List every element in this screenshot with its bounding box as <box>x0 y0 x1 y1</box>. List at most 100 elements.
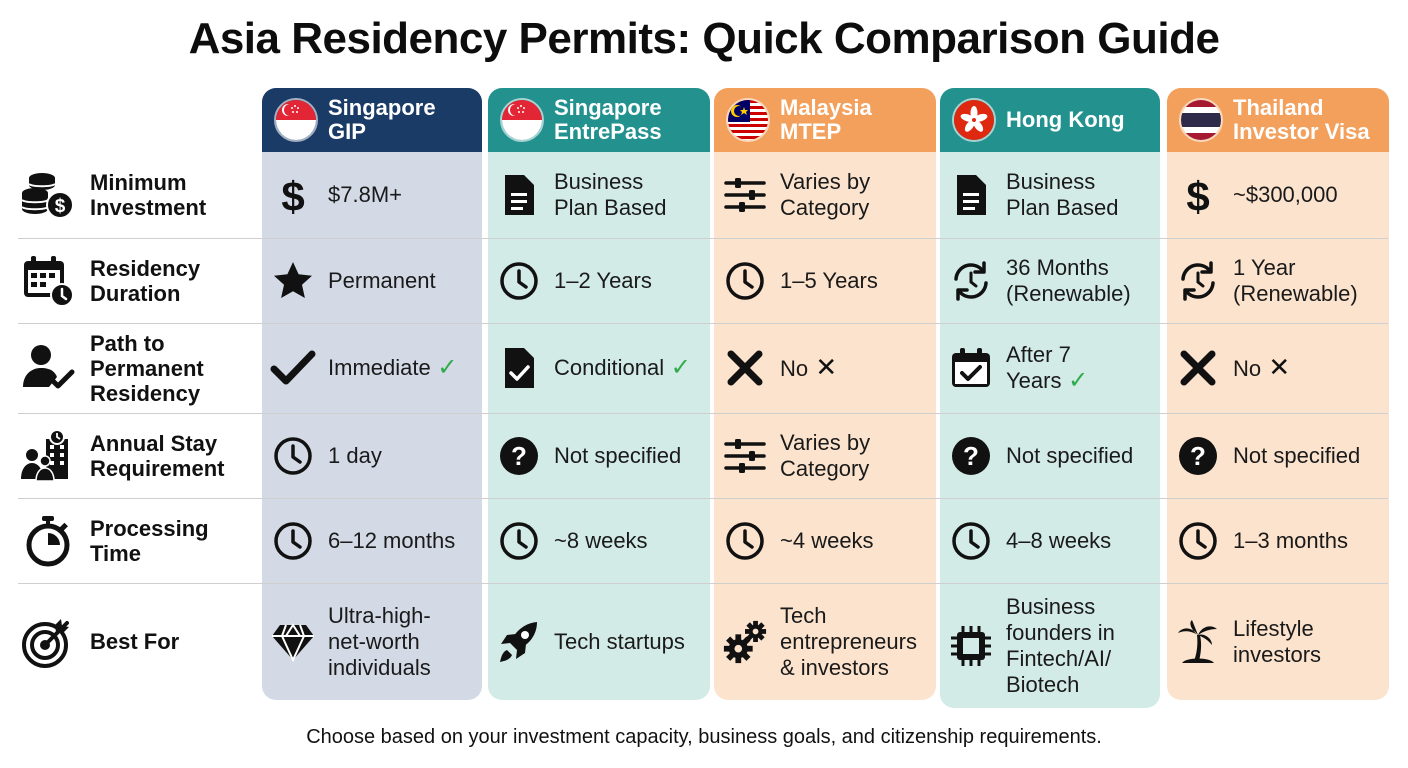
question-icon: ? <box>1175 433 1221 479</box>
svg-text:$: $ <box>281 173 304 217</box>
cell-text: Not specified <box>554 443 681 469</box>
dollar-icon: $ <box>270 172 316 218</box>
cell: Business Plan Based <box>496 152 706 238</box>
row-label-text: Minimum Investment <box>90 170 207 220</box>
cell-value: Not specified <box>1006 442 1134 468</box>
cell: Varies by Category <box>722 152 932 238</box>
cell-value: ~8 weeks <box>554 527 648 553</box>
question-icon: ? <box>948 433 994 479</box>
clock-icon <box>722 258 768 304</box>
cross-icon: ✕ <box>1261 352 1291 382</box>
cell: 4–8 weeks <box>948 498 1156 583</box>
row-divider <box>18 498 1388 499</box>
cell-value: 1 day <box>328 442 382 468</box>
cell-value: Not specified <box>554 442 682 468</box>
cell-value: Varies by Category <box>780 429 871 481</box>
cell-text: Tech entrepreneurs & investors <box>780 603 917 681</box>
row-label: Path to Permanent Residency <box>20 323 260 413</box>
palm-tree-icon <box>1175 619 1221 665</box>
green-check-icon: ✓ <box>430 354 458 381</box>
cell: Lifestyle investors <box>1175 583 1385 700</box>
cell: ? Not specified <box>496 413 706 498</box>
cell-text: Lifestyle investors <box>1233 616 1321 668</box>
clock-icon <box>270 518 316 564</box>
cell-value: ~$300,000 <box>1233 182 1338 207</box>
row-divider <box>18 323 1388 324</box>
column-header: Thailand Investor Visa <box>1167 88 1389 152</box>
diamond-icon <box>270 619 316 665</box>
cell: Ultra-high- net-worth individuals <box>270 583 478 700</box>
cell: After 7 Years ✓ <box>948 323 1156 413</box>
cell: ? Not specified <box>948 413 1156 498</box>
green-check-icon: ✓ <box>1061 367 1089 394</box>
renew-clock-icon <box>948 258 994 304</box>
cell-value: 4–8 weeks <box>1006 527 1112 553</box>
target-icon <box>20 614 76 670</box>
sliders-icon <box>722 433 768 479</box>
cell-text: 4–8 weeks <box>1006 528 1111 554</box>
cell: No ✕ <box>1175 323 1385 413</box>
row-label: Residency Duration <box>20 238 260 323</box>
cell: Varies by Category <box>722 413 932 498</box>
cell: $ $7.8M+ <box>270 152 478 238</box>
row-divider <box>18 238 1388 239</box>
svg-text:?: ? <box>963 441 979 471</box>
document-check-icon <box>496 345 542 391</box>
cell-text: After 7 Years ✓ <box>1006 342 1088 394</box>
coins-icon: $ <box>20 167 76 223</box>
cell: 36 Months (Renewable) <box>948 238 1156 323</box>
cell: 1–5 Years <box>722 238 932 323</box>
cell: ? Not specified <box>1175 413 1385 498</box>
svg-text:?: ? <box>1190 441 1206 471</box>
svg-text:?: ? <box>511 441 527 471</box>
cell-text: No ✕ <box>1233 354 1290 382</box>
rocket-icon <box>496 619 542 665</box>
cell-value: 1–5 Years <box>780 267 878 293</box>
cell-text: 36 Months (Renewable) <box>1006 255 1131 307</box>
cell-value: 36 Months (Renewable) <box>1006 254 1131 306</box>
calendar-check-icon <box>948 345 994 391</box>
cell: Permanent <box>270 238 478 323</box>
singapore-flag-icon <box>500 98 544 142</box>
svg-text:$: $ <box>1186 173 1209 217</box>
row-label-text: Best For <box>90 629 180 654</box>
column-header: Malaysia MTEP <box>714 88 936 152</box>
cell-text: Tech startups <box>554 629 685 655</box>
cell-text: Not specified <box>1006 443 1133 469</box>
cell-text: Not specified <box>1233 443 1360 469</box>
column-title: Singapore EntrePass <box>554 95 662 144</box>
cell: Immediate ✓ <box>270 323 478 413</box>
cell-text: ~4 weeks <box>780 528 874 554</box>
cell-text: 1–3 months <box>1233 528 1348 554</box>
cell: 6–12 months <box>270 498 478 583</box>
x-icon <box>722 345 768 391</box>
singapore-flag-icon <box>274 98 318 142</box>
row-label-text: Residency Duration <box>90 255 201 306</box>
cell: 1–3 months <box>1175 498 1385 583</box>
cell-value: Tech entrepreneurs & investors <box>780 602 917 680</box>
cell: Conditional ✓ <box>496 323 706 413</box>
cell-value: No <box>1233 356 1262 381</box>
row-label: Processing Time <box>20 498 260 583</box>
column-thailand-4: Thailand Investor Visa <box>1167 88 1389 700</box>
cell: No ✕ <box>722 323 932 413</box>
cell-text: Ultra-high- net-worth individuals <box>328 603 431 681</box>
column-title: Singapore GIP <box>328 95 436 144</box>
cell-value: 1–2 Years <box>554 267 652 293</box>
column-singapore-0: Singapore GIP <box>262 88 482 700</box>
cell-value: After 7 Years <box>1006 342 1071 393</box>
cell-text: 1 Year (Renewable) <box>1233 255 1358 307</box>
cell-value: 1–3 months <box>1233 527 1348 553</box>
cell: Tech entrepreneurs & investors <box>722 583 932 700</box>
green-check-icon: ✓ <box>664 354 691 381</box>
cell-text: 6–12 months <box>328 528 455 554</box>
malaysia-flag-icon <box>726 98 770 142</box>
cell-text: Varies by Category <box>780 430 870 482</box>
cell: 1–2 Years <box>496 238 706 323</box>
cell-text: 1 day <box>328 443 382 469</box>
people-building-icon <box>20 428 76 484</box>
cell-text: Business Plan Based <box>1006 169 1119 221</box>
page-title: Asia Residency Permits: Quick Comparison… <box>188 14 1220 63</box>
cell-value: Not specified <box>1233 442 1361 468</box>
calendar-clock-icon <box>20 253 76 309</box>
